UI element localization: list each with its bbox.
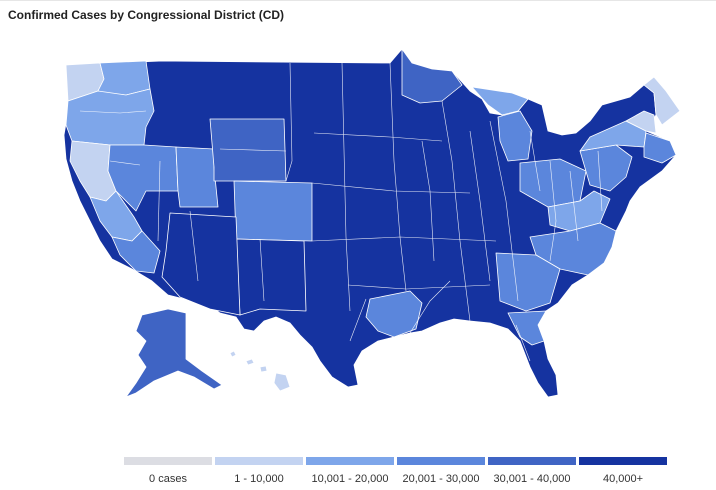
region-minnesota-north[interactable] <box>401 48 463 104</box>
region-nevada-north[interactable] <box>107 144 179 212</box>
legend-item[interactable]: 1 - 10,000 <box>215 457 303 487</box>
legend-swatch <box>579 457 667 465</box>
region-new-mexico[interactable] <box>235 238 307 316</box>
legend-label: 30,001 - 40,000 <box>493 473 571 485</box>
region-oregon[interactable] <box>65 88 155 146</box>
map-title: Confirmed Cases by Congressional Distric… <box>8 8 285 22</box>
region-california-south[interactable] <box>111 230 161 274</box>
legend-item[interactable]: 0 cases <box>124 457 212 487</box>
region-alaska[interactable] <box>125 308 223 398</box>
region-michigan-south[interactable] <box>497 110 533 162</box>
legend-item[interactable]: 10,001 - 20,000 <box>306 457 394 487</box>
legend-label: 40,000+ <box>602 473 644 485</box>
legend-label: 0 cases <box>149 473 187 485</box>
legend-item[interactable]: 30,001 - 40,000 <box>488 457 576 487</box>
legend: 0 cases 1 - 10,000 10,001 - 20,000 20,001 -… <box>124 457 670 487</box>
region-appalachia[interactable] <box>547 190 611 232</box>
legend-label: 10,001 - 20,000 <box>311 473 389 485</box>
legend-label: 20,001 - 30,000 <box>402 473 480 485</box>
region-deep-south[interactable] <box>495 252 561 312</box>
legend-swatch <box>124 457 212 465</box>
region-michigan-north[interactable] <box>471 86 529 116</box>
region-arizona[interactable] <box>161 212 241 316</box>
legend-swatch <box>397 457 485 465</box>
legend-item[interactable]: 40,000+ <box>579 457 667 487</box>
region-arkansas-louisiana[interactable] <box>365 290 423 338</box>
legend-swatch <box>215 457 303 465</box>
legend-swatch <box>306 457 394 465</box>
choropleth-map[interactable] <box>50 41 690 431</box>
region-maine[interactable] <box>643 76 681 126</box>
legend-item[interactable]: 20,001 - 30,000 <box>397 457 485 487</box>
region-colorado[interactable] <box>233 180 313 242</box>
region-washington-east[interactable] <box>97 60 151 96</box>
district-borders <box>79 62 603 362</box>
region-utah[interactable] <box>175 146 219 208</box>
region-florida-north[interactable] <box>507 310 547 346</box>
legend-label: 1 - 10,000 <box>234 473 284 485</box>
legend-swatch <box>488 457 576 465</box>
region-new-england-south[interactable] <box>643 132 677 164</box>
region-new-england-north[interactable] <box>625 110 657 134</box>
region-hawaii[interactable] <box>229 350 291 392</box>
